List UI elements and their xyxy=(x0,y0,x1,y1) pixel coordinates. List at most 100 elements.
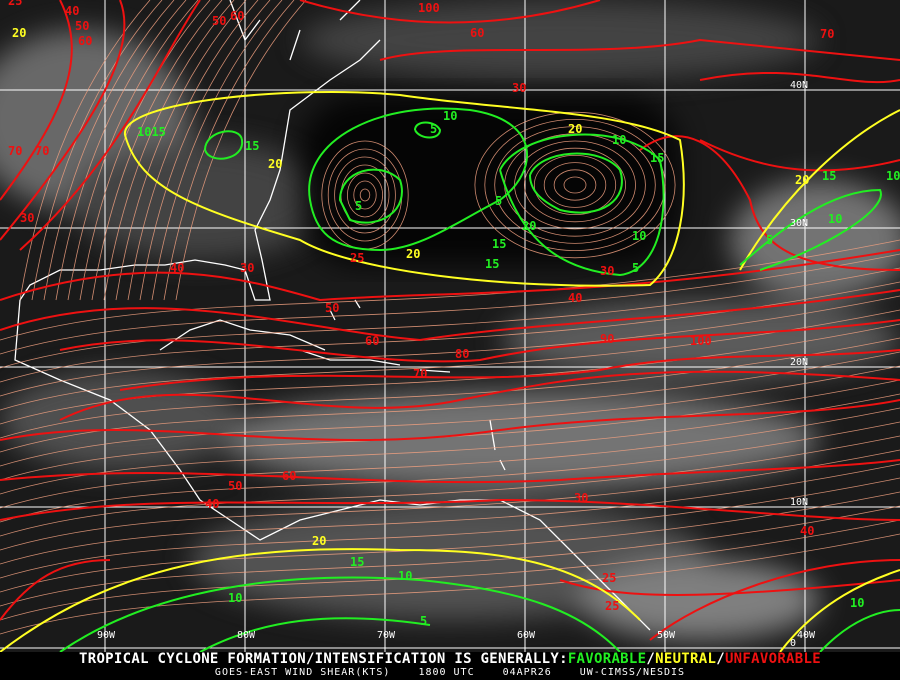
contour-label: 50 xyxy=(228,479,242,493)
streamline-vortex xyxy=(524,147,627,223)
contour-label: 5 xyxy=(355,199,362,213)
streamline xyxy=(0,309,900,411)
contour-label: 70 xyxy=(820,27,834,41)
streamline-vortex xyxy=(334,156,396,234)
streamline-vortex xyxy=(346,172,383,218)
contour-label: 10 xyxy=(443,109,457,123)
streamline xyxy=(55,0,187,301)
streamline xyxy=(0,449,900,551)
neutral-shear-contours xyxy=(0,90,900,652)
unfavorable-contour xyxy=(0,0,126,241)
contour-label: 15 xyxy=(485,257,499,271)
streamline xyxy=(175,0,307,301)
streamline xyxy=(0,421,900,523)
neutral-contour xyxy=(123,90,685,287)
contour-label: 60 xyxy=(365,334,379,348)
longitude-label: 90W xyxy=(97,630,116,641)
unfavorable-contour xyxy=(0,289,900,342)
streamline-vortex xyxy=(494,126,656,244)
streamline-vortex xyxy=(359,188,371,202)
unfavorable-contour xyxy=(59,319,900,363)
streamline xyxy=(127,0,259,301)
streamline-vortex xyxy=(474,111,676,259)
contour-label: 50 xyxy=(212,14,226,28)
contour-label: 70 xyxy=(413,367,427,381)
latitude-label: 40N xyxy=(790,80,808,91)
contour-label: 80 xyxy=(455,347,469,361)
contour-label: 15 xyxy=(650,151,664,165)
unfavorable-contour xyxy=(0,399,900,441)
legend-footer: TROPICAL CYCLONE FORMATION/INTENSIFICATI… xyxy=(0,652,900,680)
streamline-vortex xyxy=(484,119,666,251)
favorable-contour xyxy=(199,617,431,652)
favorable-contour xyxy=(529,152,623,214)
unfavorable-contour xyxy=(19,0,201,251)
contour-label: 40 xyxy=(800,524,814,538)
longitude-label: 50W xyxy=(657,630,676,641)
contour-label: 70 xyxy=(35,144,49,158)
streamline xyxy=(151,0,283,301)
coastlines xyxy=(14,0,651,631)
latitude-label: 0 xyxy=(790,638,796,649)
unfavorable-contour xyxy=(0,249,900,302)
contour-label: 10 xyxy=(828,212,842,226)
contour-label: 10 xyxy=(398,569,412,583)
unfavorable-contour xyxy=(649,559,900,641)
contour-label: 5 xyxy=(430,122,437,136)
streamline xyxy=(0,491,900,593)
streamline xyxy=(91,0,223,301)
contour-label: 40 xyxy=(170,261,184,275)
streamline xyxy=(0,407,900,509)
legend-unfavorable: UNFAVORABLE xyxy=(724,651,821,667)
unfavorable-contour xyxy=(699,71,900,84)
contour-label: 40 xyxy=(205,497,219,511)
streamline xyxy=(0,253,900,355)
contour-label: 15 xyxy=(245,139,259,153)
streamline xyxy=(103,0,235,301)
streamline xyxy=(0,351,900,453)
streamline xyxy=(0,337,900,439)
streamline xyxy=(0,519,900,621)
contour-label: 30 xyxy=(512,81,526,95)
contour-label: 10 xyxy=(612,133,626,147)
latitude-label: 30N xyxy=(790,218,808,229)
contour-label: 15 xyxy=(350,555,364,569)
contour-label: 30 xyxy=(240,261,254,275)
contour-label: 25 xyxy=(8,0,22,8)
streamline xyxy=(0,323,900,425)
favorable-contour xyxy=(204,130,244,160)
formation-legend: TROPICAL CYCLONE FORMATION/INTENSIFICATI… xyxy=(0,652,900,667)
contour-label: 60 xyxy=(78,34,92,48)
contour-label: 20 xyxy=(568,122,582,136)
contour-label: 5 xyxy=(495,194,502,208)
longitude-label: 40W xyxy=(797,630,816,641)
contour-label: 1015 xyxy=(137,125,166,139)
streamline xyxy=(43,0,175,301)
contour-label: 60 xyxy=(230,9,244,23)
unfavorable-contour xyxy=(299,0,601,24)
contour-label: 40 xyxy=(568,291,582,305)
contour-label: 60 xyxy=(470,26,484,40)
contour-label: 15 xyxy=(822,169,836,183)
longitude-label: 80W xyxy=(237,630,256,641)
contour-label: 50 xyxy=(325,301,339,315)
product-info: GOES-EAST WIND SHEAR(KTS) 1800 UTC 04APR26… xyxy=(0,667,900,679)
streamline xyxy=(0,435,900,537)
legend-separator: / xyxy=(646,651,656,667)
streamline-vortex xyxy=(563,176,587,194)
streamline xyxy=(0,239,900,341)
contour-label: 10 xyxy=(850,596,864,610)
contour-label: 5 xyxy=(766,233,773,247)
product-name: GOES-EAST WIND SHEAR(KTS) xyxy=(214,667,391,678)
unfavorable-contour xyxy=(0,0,73,201)
contour-label: 20 xyxy=(795,173,809,187)
neutral-contour xyxy=(0,548,641,652)
legend-favorable: FAVORABLE xyxy=(567,651,647,667)
contour-label: 40 xyxy=(65,4,79,18)
contour-label: 15 xyxy=(492,237,506,251)
streamline-vortex xyxy=(543,162,607,208)
streamline xyxy=(79,0,211,301)
